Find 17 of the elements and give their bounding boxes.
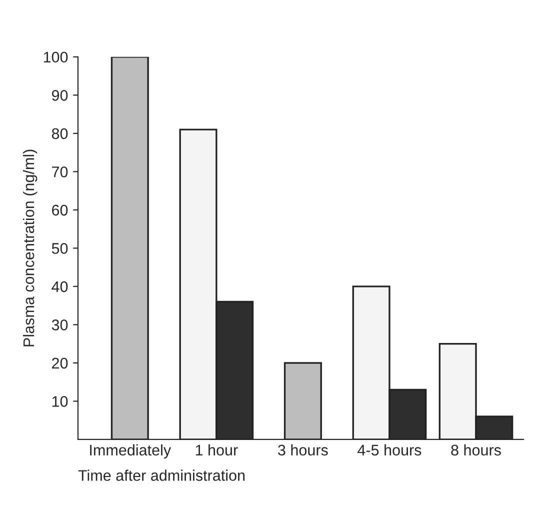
y-axis-title: Plasma concentration (ng/ml) <box>22 150 38 346</box>
y-tick-label: 30 <box>52 320 68 330</box>
y-tick-label: 10 <box>52 396 68 407</box>
y-tick-label: 90 <box>52 90 68 101</box>
x-tick-label: 3 hours <box>278 444 328 456</box>
y-tick-label: 100 <box>44 52 68 63</box>
y-tick-label: 40 <box>52 281 68 292</box>
x-tick-label: 8 hours <box>451 444 501 456</box>
y-tick-label: 50 <box>52 243 68 254</box>
y-tick-label: 60 <box>52 204 68 216</box>
x-axis-title: Time after administration <box>78 470 245 481</box>
x-tick-label: 1 hour <box>196 444 238 456</box>
x-tick-label: Immediately <box>90 444 172 459</box>
y-tick-label: 70 <box>52 166 68 178</box>
y-tick-label: 20 <box>52 358 68 369</box>
y-tick-label: 80 <box>52 128 68 140</box>
x-tick-label: 4-5 hours <box>358 444 422 456</box>
